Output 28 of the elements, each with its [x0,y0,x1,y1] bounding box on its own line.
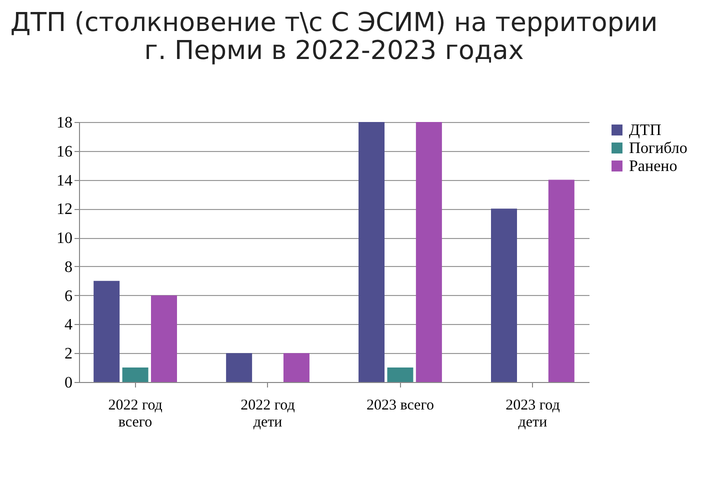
chart-title: ДТП (столкновение т\с С ЭСИМ) на территории г. Перми в 2022-2023 годах [10,8,658,66]
bar [358,122,385,382]
x-tick-label: 2022 год всего [108,398,163,430]
x-tick-label: 2023 всего [366,398,434,414]
y-tick-label: 14 [56,172,72,190]
legend-label: Погибло [629,140,688,157]
y-tick-label: 4 [64,316,72,334]
y-tick-label: 10 [56,230,72,248]
y-tick-label: 6 [64,288,72,305]
y-tick-label: 8 [64,258,72,276]
y-tick-label: 0 [64,374,72,392]
bar [416,122,442,382]
x-tick-label: 2023 год дети [506,398,560,430]
y-tick-label: 12 [56,201,72,218]
bar [122,368,148,382]
y-tick-label: 2 [64,346,72,363]
legend-label: Ранено [629,158,678,175]
bar [226,353,252,382]
bar [548,180,574,382]
x-tick-label: 2022 год дети [240,398,296,430]
bar [94,280,120,382]
bar [151,295,177,382]
bar [491,208,517,382]
bar [387,368,414,382]
y-tick-label: 16 [56,143,72,160]
bar [283,353,310,382]
y-tick-label: 18 [56,114,72,132]
legend-label: ДТП [629,122,662,139]
